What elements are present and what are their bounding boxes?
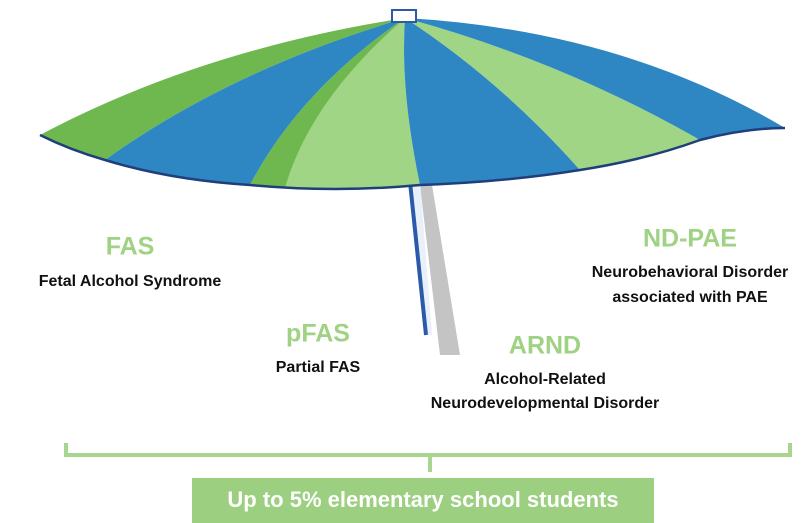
footer-text: Up to 5% elementary school students	[227, 487, 618, 512]
type-desc: Alcohol-Related	[484, 371, 606, 388]
type-desc: associated with PAE	[612, 289, 768, 306]
type-desc: Neurobehavioral Disorder	[592, 264, 789, 281]
type-abbr: ARND	[509, 332, 581, 360]
type-abbr: FAS	[106, 233, 155, 261]
umbrella-tip	[392, 10, 416, 22]
page: {"types": [ {"abbr": "FAS", "lines": ["F…	[0, 0, 809, 523]
type-desc: Partial FAS	[276, 359, 361, 376]
bracket	[66, 443, 790, 472]
type-abbr: ND-PAE	[643, 225, 737, 253]
type-desc: Fetal Alcohol Syndrome	[39, 273, 222, 290]
type-abbr: pFAS	[286, 320, 350, 348]
umbrella-diagram: FAS Fetal Alcohol Syndrome pFAS Partial …	[0, 0, 809, 523]
type-desc: Neurodevelopmental Disorder	[431, 395, 660, 412]
